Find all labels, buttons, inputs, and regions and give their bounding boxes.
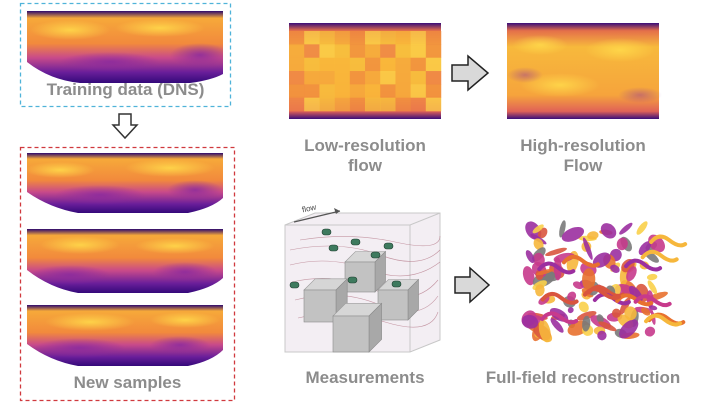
sample-flow-image-2 (27, 229, 223, 293)
full-field-reconstruction-label: Full-field reconstruction (485, 368, 681, 387)
training-frame (19, 2, 232, 108)
sample-flow-image-3 (27, 305, 223, 366)
hollow-down-arrow-icon (111, 113, 139, 140)
low-resolution-label: Low-resolution flow (275, 136, 455, 175)
new-samples-label: New samples (73, 373, 182, 392)
full-field-reconstruction-image (521, 220, 688, 343)
low-resolution-label-line2: flow (348, 155, 382, 175)
high-resolution-label-line1: High-resolution (520, 136, 646, 155)
training-flow-image (27, 11, 223, 83)
samples-frame (19, 146, 236, 402)
high-resolution-label-line2: Flow (563, 155, 603, 175)
sample-flow-image-1 (27, 153, 223, 213)
low-resolution-label-line1: Low-resolution (304, 136, 426, 155)
hollow-right-arrow-icon (454, 266, 491, 304)
high-resolution-label: High-resolution Flow (493, 136, 673, 175)
high-resolution-flow-image (507, 23, 662, 119)
measurements-label: Measurements (305, 368, 425, 387)
measurements-illustration (284, 208, 441, 353)
hollow-right-arrow-icon (451, 54, 490, 92)
training-data-label: Training data (DNS) (46, 80, 205, 99)
low-resolution-flow-image (289, 23, 442, 119)
